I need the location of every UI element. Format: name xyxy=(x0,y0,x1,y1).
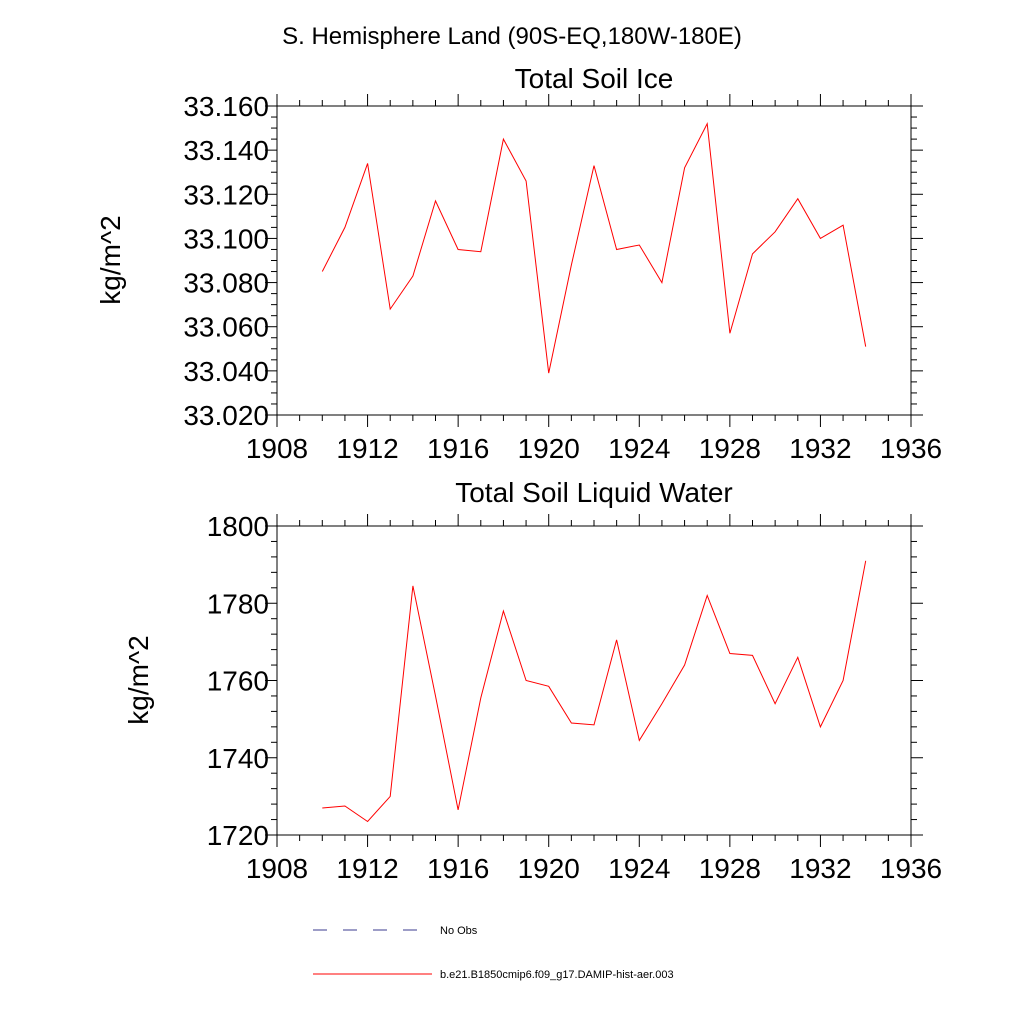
legend: No Obs b.e21.B1850cmip6.f09_g17.DAMIP-hi… xyxy=(313,925,674,981)
y-tick-label: 33.080 xyxy=(183,268,269,299)
panel-2: Total Soil Liquid Water kg/m^2 1908 1912 191… xyxy=(123,477,942,884)
y-axis-label: kg/m^2 xyxy=(123,635,154,724)
y-tick-label: 1780 xyxy=(207,588,269,619)
x-tick-label: 1916 xyxy=(427,433,489,464)
y-tick-label: 1800 xyxy=(207,511,269,542)
panel-title: Total Soil Ice xyxy=(515,63,674,94)
y-axis-label: kg/m^2 xyxy=(95,215,126,304)
x-tick-label: 1908 xyxy=(246,433,308,464)
x-tick-label: 1908 xyxy=(246,853,308,884)
x-tick-label: 1912 xyxy=(336,853,398,884)
x-tick-label: 1916 xyxy=(427,853,489,884)
panel-1: Total Soil Ice kg/m^2 1908 1912 1916 1920 1924… xyxy=(95,63,942,464)
x-tick-label: 1920 xyxy=(518,433,580,464)
y-tick-label: 33.120 xyxy=(183,179,269,210)
x-tick-label: 1936 xyxy=(880,853,942,884)
y-tick-label: 33.100 xyxy=(183,223,269,254)
y-tick-label: 1740 xyxy=(207,743,269,774)
x-tick-label: 1920 xyxy=(518,853,580,884)
x-tick-label: 1936 xyxy=(880,433,942,464)
x-tick-label: 1928 xyxy=(699,853,761,884)
y-tick-label: 33.160 xyxy=(183,91,269,122)
series-line-1 xyxy=(322,560,867,823)
plot-frame xyxy=(276,525,912,836)
legend-no-obs-label: No Obs xyxy=(440,925,478,937)
y-tick-label: 33.140 xyxy=(183,135,269,166)
x-tick-label: 1924 xyxy=(608,853,670,884)
y-tick-label: 33.040 xyxy=(183,356,269,387)
y-tick-label: 33.020 xyxy=(183,400,269,431)
panel-title: Total Soil Liquid Water xyxy=(455,477,733,508)
x-tick-label: 1928 xyxy=(699,433,761,464)
x-tick-label: 1912 xyxy=(336,433,398,464)
legend-series-label: b.e21.B1850cmip6.f09_g17.DAMIP-hist-aer.… xyxy=(440,969,674,981)
y-tick-label: 1760 xyxy=(207,666,269,697)
series-line-1 xyxy=(321,121,867,374)
y-tick-label: 1720 xyxy=(207,820,269,851)
x-tick-label: 1932 xyxy=(789,433,851,464)
x-tick-label: 1932 xyxy=(789,853,851,884)
y-tick-label: 33.060 xyxy=(183,312,269,343)
main-title: S. Hemisphere Land (90S-EQ,180W-180E) xyxy=(282,23,742,50)
x-tick-label: 1924 xyxy=(608,433,670,464)
plot-frame xyxy=(276,105,912,416)
